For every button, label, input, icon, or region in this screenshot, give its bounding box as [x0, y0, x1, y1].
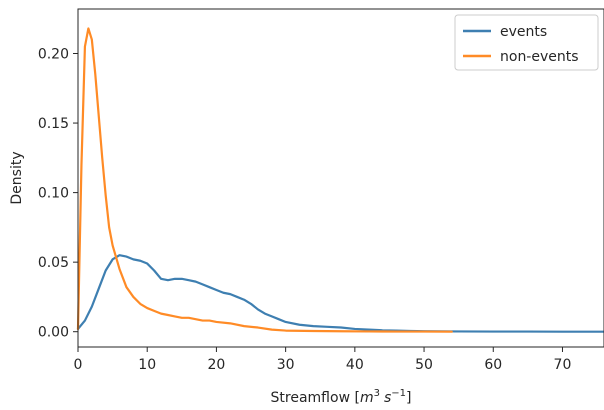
x-axis-label-unit-m-exp: 3: [374, 388, 380, 399]
series-line-events: [76, 254, 604, 333]
x-tick-label: 0: [74, 357, 83, 373]
y-axis: 0.00 0.05 0.10 0.15 0.20: [38, 47, 78, 341]
series-line-non-events: [76, 27, 453, 333]
legend-label-events: events: [500, 24, 547, 40]
x-tick-label: 50: [415, 357, 433, 373]
x-axis-label-unit-m: m: [360, 390, 374, 406]
x-tick-label: 10: [138, 357, 156, 373]
legend: events non-events: [454, 14, 599, 71]
x-axis-label-suffix: ]: [406, 390, 411, 406]
x-tick-label: 30: [277, 357, 295, 373]
legend-label-non-events: non-events: [500, 49, 579, 65]
plot-area: [76, 27, 604, 333]
x-axis: 0 10 20 30 40 50 60 70: [74, 347, 572, 373]
x-tick-label: 40: [346, 357, 364, 373]
x-tick-label: 70: [554, 357, 572, 373]
x-axis-label-prefix: Streamflow [: [271, 390, 360, 406]
y-tick-label: 0.00: [38, 325, 69, 341]
x-tick-label: 60: [484, 357, 502, 373]
plot-frame: [77, 8, 604, 348]
y-tick-label: 0.15: [38, 116, 69, 132]
x-axis-label: Streamflow [m3 s−1]: [271, 388, 412, 406]
y-tick-label: 0.05: [38, 255, 69, 271]
y-tick-label: 0.10: [38, 186, 69, 202]
x-axis-label-unit-s: s: [384, 390, 391, 406]
x-tick-label: 20: [208, 357, 226, 373]
y-axis-label: Density: [9, 151, 25, 204]
y-tick-label: 0.20: [38, 47, 69, 63]
x-axis-label-unit-s-exp: −1: [391, 388, 406, 399]
